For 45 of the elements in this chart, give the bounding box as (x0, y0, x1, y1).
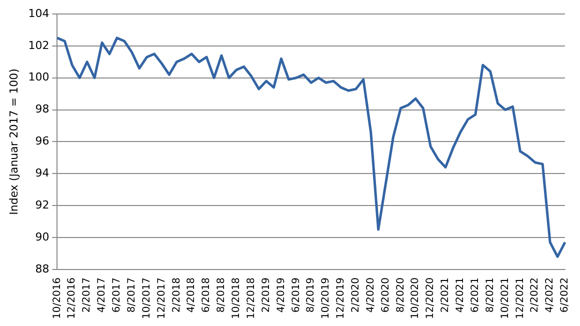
x-tick-label: 8/2019 (306, 277, 317, 313)
y-axis-title: Index (Januar 2017 = 100) (7, 68, 20, 215)
y-tick-label: 94 (35, 166, 50, 180)
x-tick-label: 4/2022 (544, 277, 556, 313)
x-tick-label: 6/2019 (290, 277, 302, 313)
x-tick-label: 10/2017 (141, 277, 152, 320)
x-tick-label: 4/2018 (186, 277, 198, 313)
x-tick-label: 6/2021 (470, 277, 481, 313)
x-tick-label: 6/2018 (201, 277, 212, 313)
x-tick-label: 8/2020 (395, 277, 406, 313)
x-tick-label: 6/2017 (112, 277, 123, 313)
x-tick-label: 10/2021 (500, 277, 511, 320)
x-tick-label: 2/2019 (260, 277, 272, 313)
x-tick-label: 4/2020 (365, 277, 376, 313)
y-tick-label: 96 (35, 134, 50, 148)
x-tick-label: 4/2019 (276, 277, 287, 313)
x-tick-label: 2/2021 (440, 277, 452, 313)
x-tick-label: 6/2022 (560, 277, 571, 313)
x-tick-label: 6/2020 (380, 277, 392, 313)
x-tick-label: 12/2020 (425, 277, 436, 320)
x-tick-label: 10/2019 (320, 277, 332, 320)
y-tick-label: 88 (35, 262, 50, 276)
x-tick-label: 2/2020 (350, 277, 362, 313)
x-tick-label: 10/2016 (52, 277, 63, 320)
y-tick-label: 102 (28, 38, 50, 52)
x-tick-label: 12/2018 (246, 277, 257, 320)
x-tick-label: 8/2017 (126, 277, 138, 313)
x-tick-label: 10/2018 (231, 277, 242, 320)
y-tick-label: 90 (35, 230, 50, 244)
x-tick-label: 12/2019 (336, 277, 347, 320)
x-tick-label: 2/2017 (82, 277, 93, 313)
x-tick-label: 8/2018 (216, 277, 228, 313)
x-tick-label: 4/2021 (455, 277, 466, 313)
x-tick-label: 4/2017 (96, 277, 108, 313)
x-tick-label: 12/2017 (156, 277, 168, 320)
y-tick-label: 100 (28, 70, 50, 84)
x-tick-label: 12/2021 (514, 277, 526, 320)
x-tick-label: 2/2022 (530, 277, 541, 313)
x-tick-label: 8/2021 (484, 277, 496, 313)
x-tick-label: 2/2018 (171, 277, 182, 313)
x-tick-label: 12/2016 (66, 277, 78, 320)
y-tick-label: 104 (28, 6, 50, 20)
y-tick-label: 98 (35, 102, 50, 116)
y-tick-label: 92 (35, 198, 50, 212)
x-tick-label: 10/2020 (410, 277, 422, 320)
